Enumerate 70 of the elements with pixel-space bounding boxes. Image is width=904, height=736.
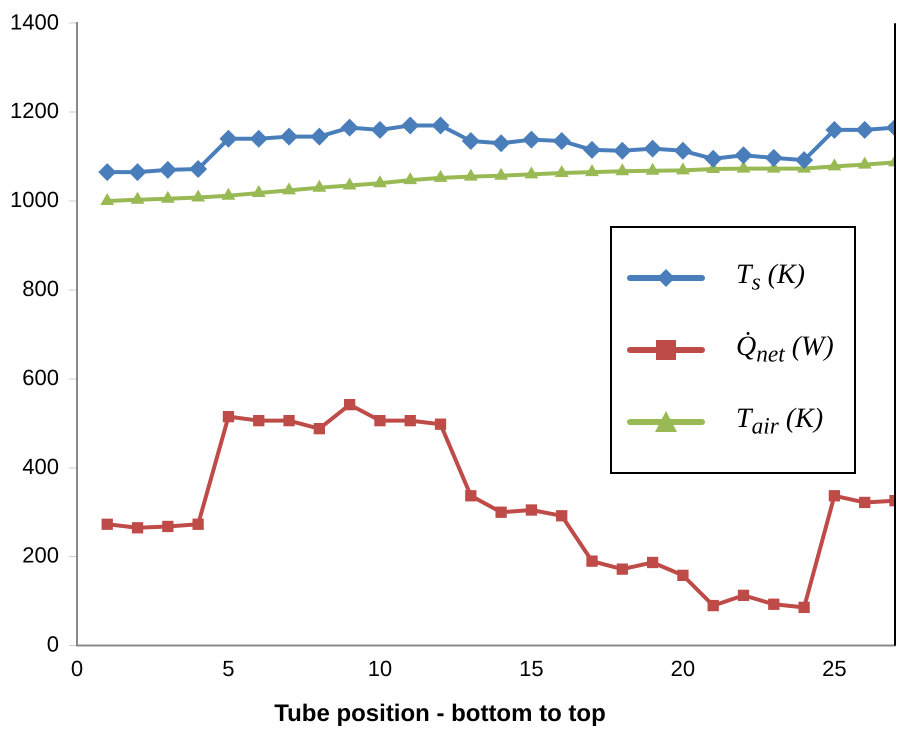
y-tick-label: 1400 [10,9,59,34]
point [738,590,750,602]
point [495,506,507,518]
point [374,414,386,426]
point [189,160,208,178]
point [734,146,753,164]
point [432,116,450,134]
y-tick-label: 1000 [10,187,59,212]
x-tick-label: 25 [822,656,847,681]
y-tick-label: 200 [22,542,59,568]
point [219,130,238,148]
point [250,130,268,148]
point [192,518,204,530]
point [646,556,658,568]
point [310,128,328,146]
point [798,602,810,614]
point [613,142,632,160]
point [340,118,359,137]
point [344,398,356,410]
x-tick-label: 5 [222,656,235,681]
x-tick-label: 0 [70,656,84,681]
point [283,414,295,426]
y-tick-label: 400 [22,454,59,479]
point [465,490,476,502]
point [708,600,719,612]
point [222,410,234,422]
point [677,570,689,582]
point [764,148,783,167]
point [768,598,780,610]
y-tick-label: 600 [22,364,59,390]
legend-label: Q̇$_{net}$ (W) [736,331,834,369]
y-tick-label: 800 [22,276,59,302]
point [401,116,420,134]
point [462,132,480,150]
point [370,120,389,139]
point [526,504,538,516]
point [98,163,116,182]
point [314,422,325,434]
point [280,128,298,146]
point [586,555,598,567]
point [828,490,840,502]
point [492,134,510,152]
point [704,150,722,168]
y-tick-label: 0 [46,632,59,657]
point [434,418,446,430]
point [552,132,571,150]
legend-label: T$_{s}$ (K) [736,259,805,297]
point [132,522,144,534]
point [616,563,628,575]
point [674,142,692,160]
x-tick-label: 10 [368,656,392,681]
point [556,510,568,522]
point [158,160,177,179]
legend-label: T$_{air}$ (K) [736,403,824,441]
x-tick-label: 15 [519,656,544,681]
point [825,120,844,139]
point [583,140,602,159]
point [253,414,264,426]
point [404,414,416,426]
point [859,496,870,508]
point [162,520,174,532]
x-axis-title: Tube position - bottom to top [273,700,607,728]
point [102,518,113,530]
point [795,151,814,170]
point [522,130,540,149]
point [644,140,662,158]
y-tick-label: 1200 [10,98,59,124]
x-tick-label: 20 [670,656,696,681]
point [856,120,874,139]
point [128,163,147,182]
